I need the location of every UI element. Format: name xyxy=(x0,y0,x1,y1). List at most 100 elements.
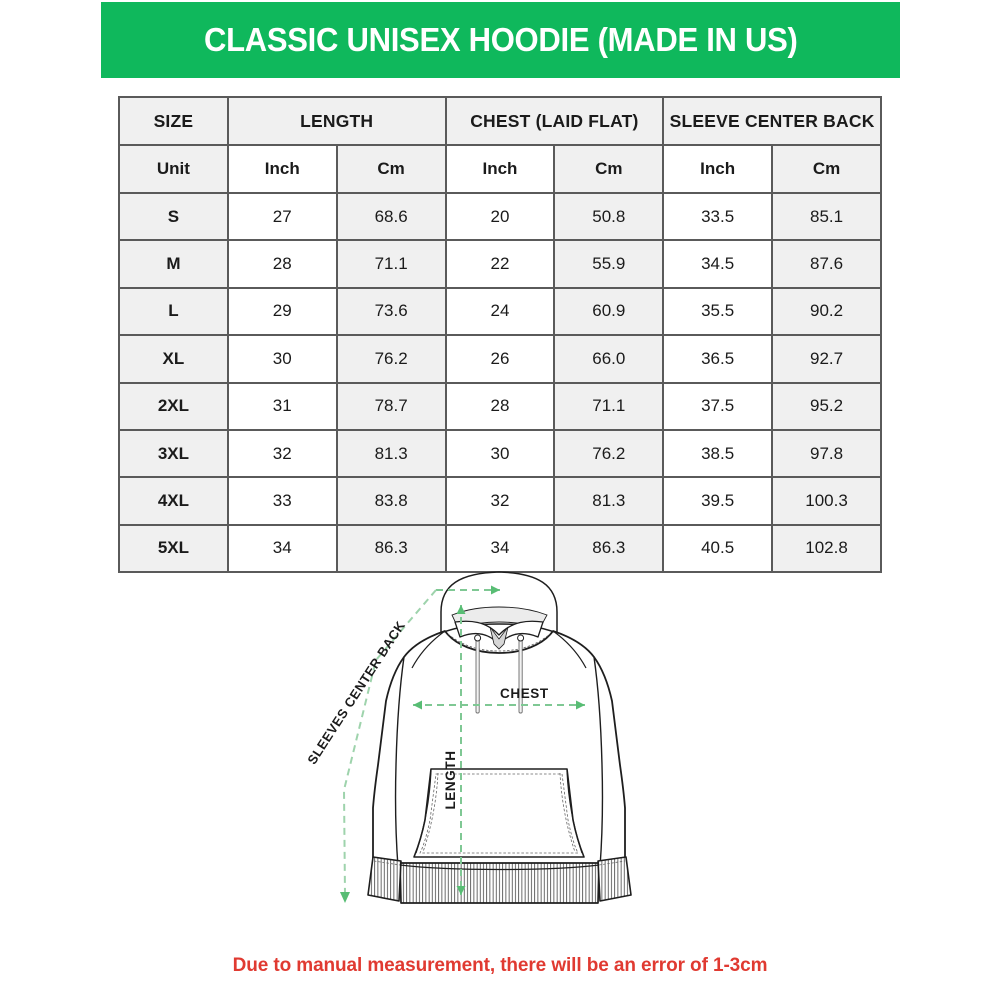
column-header-chest: CHEST (LAID FLAT) xyxy=(444,96,665,146)
cell-size: 4XL xyxy=(118,476,229,526)
cell-chest-inch: 30 xyxy=(444,428,556,479)
length-arrow-top xyxy=(456,605,466,614)
cell-length-cm: 86.3 xyxy=(335,523,447,574)
cell-length-inch: 30 xyxy=(226,334,338,384)
right-shoulder-seam xyxy=(552,630,587,669)
cell-sleeve-cm: 87.6 xyxy=(771,239,882,289)
cell-size: L xyxy=(118,286,229,337)
sleeve-guide-arrow xyxy=(340,892,350,903)
shoulder-guide-arrow xyxy=(491,585,500,595)
length-arrow-bottom xyxy=(456,886,466,895)
ribbed-hem xyxy=(399,862,600,904)
size-chart-table: SIZE LENGTH CHEST (LAID FLAT) SLEEVE CEN… xyxy=(118,96,882,574)
cell-length-cm: 76.2 xyxy=(335,334,447,384)
table-group-header-row: SIZE LENGTH CHEST (LAID FLAT) SLEEVE CEN… xyxy=(118,96,882,146)
page-title: CLASSIC UNISEX HOODIE (MADE IN US) xyxy=(203,21,798,58)
unit-header-unit: Unit xyxy=(118,144,229,194)
cell-size: 5XL xyxy=(118,523,229,574)
cell-size: XL xyxy=(118,334,229,384)
pocket-opening-right xyxy=(566,770,583,854)
cell-chest-cm: 50.8 xyxy=(553,191,665,242)
column-header-sleeve: SLEEVE CENTER BACK xyxy=(662,96,882,146)
cell-sleeve-cm: 92.7 xyxy=(771,334,882,384)
hem-top-edge xyxy=(399,864,600,871)
right-cuff-stitch xyxy=(598,860,626,866)
hood-v-shadow xyxy=(489,626,509,650)
hoodie-illustration xyxy=(367,571,632,904)
cell-chest-inch: 22 xyxy=(444,239,556,289)
cell-chest-cm: 66.0 xyxy=(553,334,665,384)
pocket-opening-left-stitch xyxy=(422,772,439,853)
cell-chest-cm: 60.9 xyxy=(553,286,665,337)
cell-length-inch: 31 xyxy=(226,381,338,431)
chest-arrow-left xyxy=(413,700,422,710)
cell-length-inch: 27 xyxy=(226,191,338,242)
column-header-length: LENGTH xyxy=(226,96,447,146)
cell-length-inch: 29 xyxy=(226,286,338,337)
drawstring-cords xyxy=(474,634,525,714)
cell-chest-cm: 55.9 xyxy=(553,239,665,289)
cell-sleeve-inch: 38.5 xyxy=(662,428,774,479)
cell-sleeve-inch: 39.5 xyxy=(662,476,774,526)
cell-size: S xyxy=(118,191,229,242)
unit-header-sleeve-cm: Cm xyxy=(771,144,882,194)
chest-arrow-right xyxy=(576,700,585,710)
unit-header-sleeve-inch: Inch xyxy=(662,144,774,194)
cell-sleeve-cm: 102.8 xyxy=(771,523,882,574)
cell-length-inch: 34 xyxy=(226,523,338,574)
cell-chest-inch: 34 xyxy=(444,523,556,574)
kangaroo-pocket xyxy=(413,768,585,858)
right-sleeve-seam xyxy=(593,656,604,868)
cell-size: 2XL xyxy=(118,381,229,431)
left-shoulder-seam xyxy=(411,630,446,669)
cell-length-inch: 33 xyxy=(226,476,338,526)
cell-chest-inch: 28 xyxy=(444,381,556,431)
table-row: 2XL 31 78.7 28 71.1 37.5 95.2 xyxy=(118,381,882,431)
cell-sleeve-cm: 85.1 xyxy=(771,191,882,242)
table-row: M 28 71.1 22 55.9 34.5 87.6 xyxy=(118,239,882,289)
right-cuff xyxy=(597,856,632,902)
cell-chest-cm: 86.3 xyxy=(553,523,665,574)
table-unit-header-row: Unit Inch Cm Inch Cm Inch Cm xyxy=(118,144,882,194)
cell-length-cm: 83.8 xyxy=(335,476,447,526)
table-row: XL 30 76.2 26 66.0 36.5 92.7 xyxy=(118,334,882,384)
cell-chest-inch: 26 xyxy=(444,334,556,384)
chest-label: CHEST xyxy=(500,686,549,701)
pocket-opening-left xyxy=(415,770,432,854)
cell-sleeve-inch: 33.5 xyxy=(662,191,774,242)
pocket-stitch-outer xyxy=(419,773,579,854)
cell-chest-cm: 81.3 xyxy=(553,476,665,526)
pocket-opening-right-stitch xyxy=(559,772,576,853)
cell-chest-inch: 32 xyxy=(444,476,556,526)
cell-length-cm: 68.6 xyxy=(335,191,447,242)
cell-chest-cm: 76.2 xyxy=(553,428,665,479)
table-row: L 29 73.6 24 60.9 35.5 90.2 xyxy=(118,286,882,337)
table-row: 4XL 33 83.8 32 81.3 39.5 100.3 xyxy=(118,476,882,526)
cell-length-inch: 28 xyxy=(226,239,338,289)
cell-sleeve-inch: 34.5 xyxy=(662,239,774,289)
cell-sleeve-cm: 97.8 xyxy=(771,428,882,479)
cell-chest-cm: 71.1 xyxy=(553,381,665,431)
cell-length-cm: 73.6 xyxy=(335,286,447,337)
table-row: 3XL 32 81.3 30 76.2 38.5 97.8 xyxy=(118,428,882,479)
cell-sleeve-inch: 36.5 xyxy=(662,334,774,384)
cell-sleeve-inch: 35.5 xyxy=(662,286,774,337)
cell-chest-inch: 20 xyxy=(444,191,556,242)
cell-sleeve-cm: 90.2 xyxy=(771,286,882,337)
left-cuff xyxy=(367,856,402,902)
left-sleeve-seam xyxy=(394,656,405,868)
cell-sleeve-cm: 100.3 xyxy=(771,476,882,526)
unit-header-length-cm: Cm xyxy=(335,144,447,194)
cell-sleeve-inch: 37.5 xyxy=(662,381,774,431)
table-row: S 27 68.6 20 50.8 33.5 85.1 xyxy=(118,191,882,242)
table-row: 5XL 34 86.3 34 86.3 40.5 102.8 xyxy=(118,523,882,574)
cell-length-cm: 71.1 xyxy=(335,239,447,289)
column-header-size: SIZE xyxy=(118,96,229,146)
sleeve-guide-line xyxy=(342,589,437,896)
hoodie-measurement-diagram: CHEST LENGTH SLEEVES CENTER BACK xyxy=(300,565,700,935)
left-cuff-stitch xyxy=(373,860,401,866)
length-label: LENGTH xyxy=(443,750,458,809)
title-banner: CLASSIC UNISEX HOODIE (MADE IN US) xyxy=(101,2,900,78)
cell-length-cm: 78.7 xyxy=(335,381,447,431)
unit-header-chest-cm: Cm xyxy=(553,144,665,194)
